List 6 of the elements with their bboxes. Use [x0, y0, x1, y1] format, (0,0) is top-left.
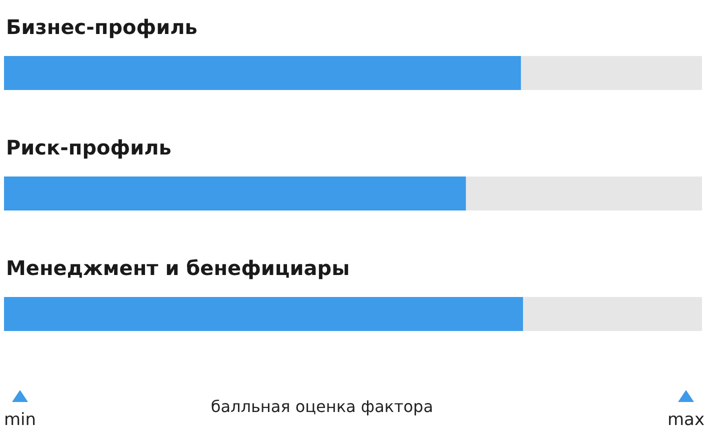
y-tick-label: Риск-профиль	[6, 136, 172, 160]
text: max	[667, 410, 705, 430]
text: min	[4, 410, 36, 430]
x-axis-title: балльная оценка фактора	[210, 397, 434, 416]
y-tick-label: Бизнес-профиль	[6, 15, 198, 39]
y-tick-label: Менеджмент и бенефициары	[6, 256, 350, 280]
